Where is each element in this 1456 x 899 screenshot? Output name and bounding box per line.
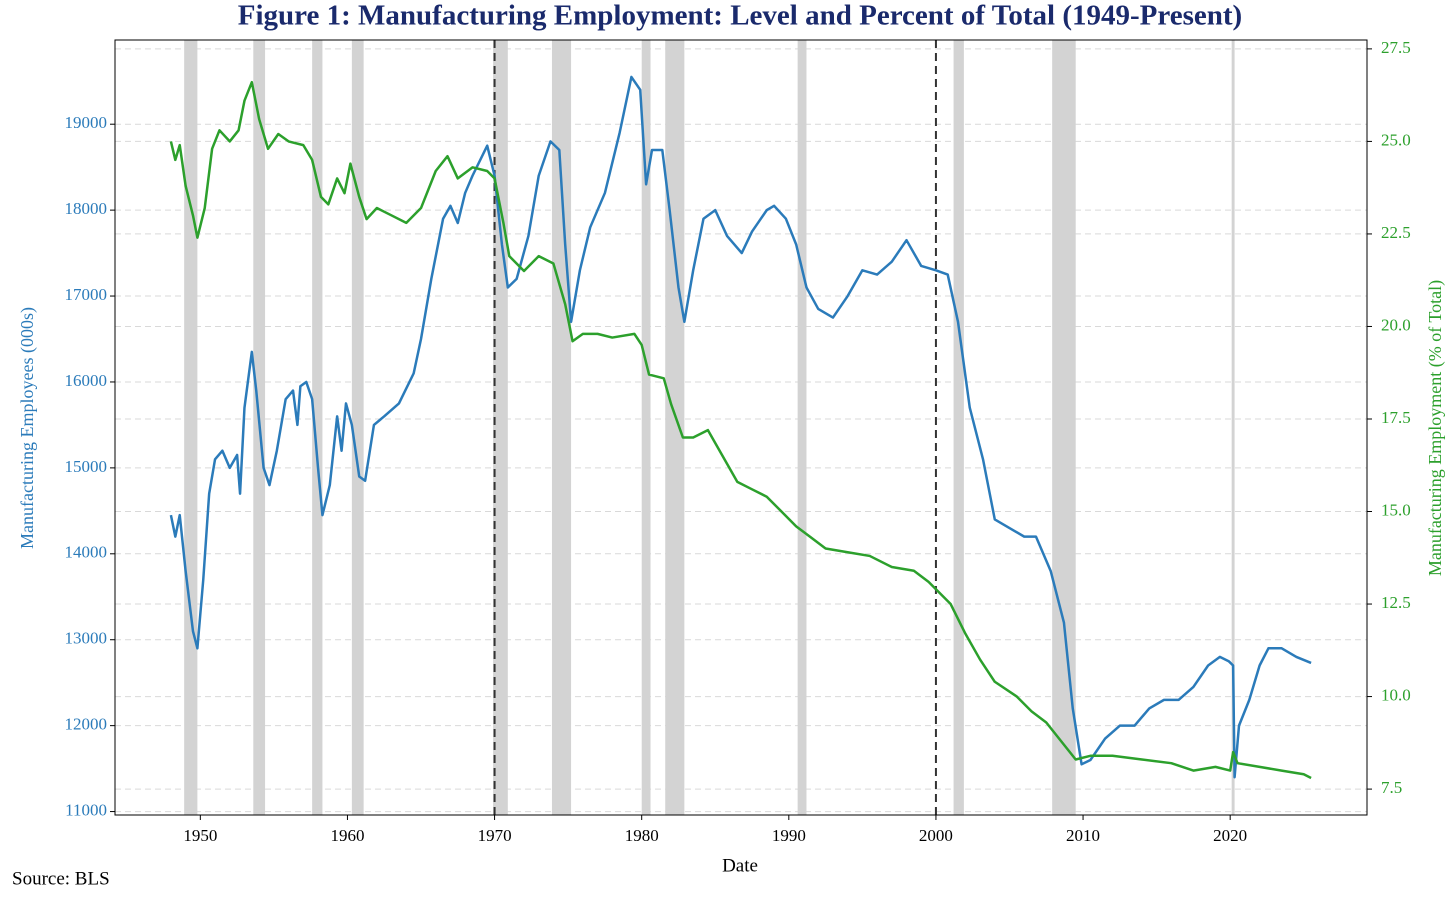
y-tick-label: 17000 [65,285,108,304]
y-tick-label: 19000 [65,113,108,132]
y2-axis-label: Manufacturing Employment (% of Total) [1425,280,1446,576]
y-tick-label: 13000 [65,629,108,648]
x-axis-label: Date [722,855,758,876]
y2-tick-label: 22.5 [1381,223,1411,242]
recession-band [1231,40,1235,815]
y2-tick-label: 20.0 [1381,315,1411,334]
recession-band [312,40,323,815]
data-line [169,80,1312,780]
x-tick-label: 1980 [625,826,659,845]
y2-tick-label: 25.0 [1381,130,1411,149]
y2-tick-label: 27.5 [1381,38,1411,57]
x-tick-label: 1990 [772,826,806,845]
x-tick-label: 1970 [478,826,512,845]
recession-band [641,40,651,815]
y-tick-label: 11000 [65,800,107,819]
x-tick-label: 1950 [183,826,217,845]
recession-band [551,40,572,815]
y2-tick-label: 10.0 [1381,685,1411,704]
y2-tick-label: 7.5 [1381,778,1402,797]
data-line [169,75,1312,779]
source-note: Source: BLS [12,868,110,889]
plot-frame [114,39,1368,816]
y-tick-label: 15000 [65,457,108,476]
recession-band [797,40,807,815]
y-tick-label: 18000 [65,199,108,218]
x-tick-label: 2010 [1066,826,1100,845]
chart-title: Figure 1: Manufacturing Employment: Leve… [238,0,1242,32]
y-tick-label: 16000 [65,371,108,390]
y-tick-label: 14000 [65,543,108,562]
recession-band [184,40,198,815]
y2-tick-label: 15.0 [1381,500,1411,519]
recession-band [953,40,964,815]
recession-band [665,40,685,815]
x-tick-label: 2000 [919,826,953,845]
y-tick-label: 12000 [65,715,108,734]
x-tick-label: 1960 [330,826,364,845]
y2-tick-label: 17.5 [1381,408,1411,427]
y2-tick-label: 12.5 [1381,593,1411,612]
recession-band [1052,40,1076,815]
recession-band [493,40,508,815]
y-axis-label: Manufacturing Employees (000s) [17,307,38,549]
recession-band [351,40,364,815]
x-tick-label: 2020 [1213,826,1247,845]
